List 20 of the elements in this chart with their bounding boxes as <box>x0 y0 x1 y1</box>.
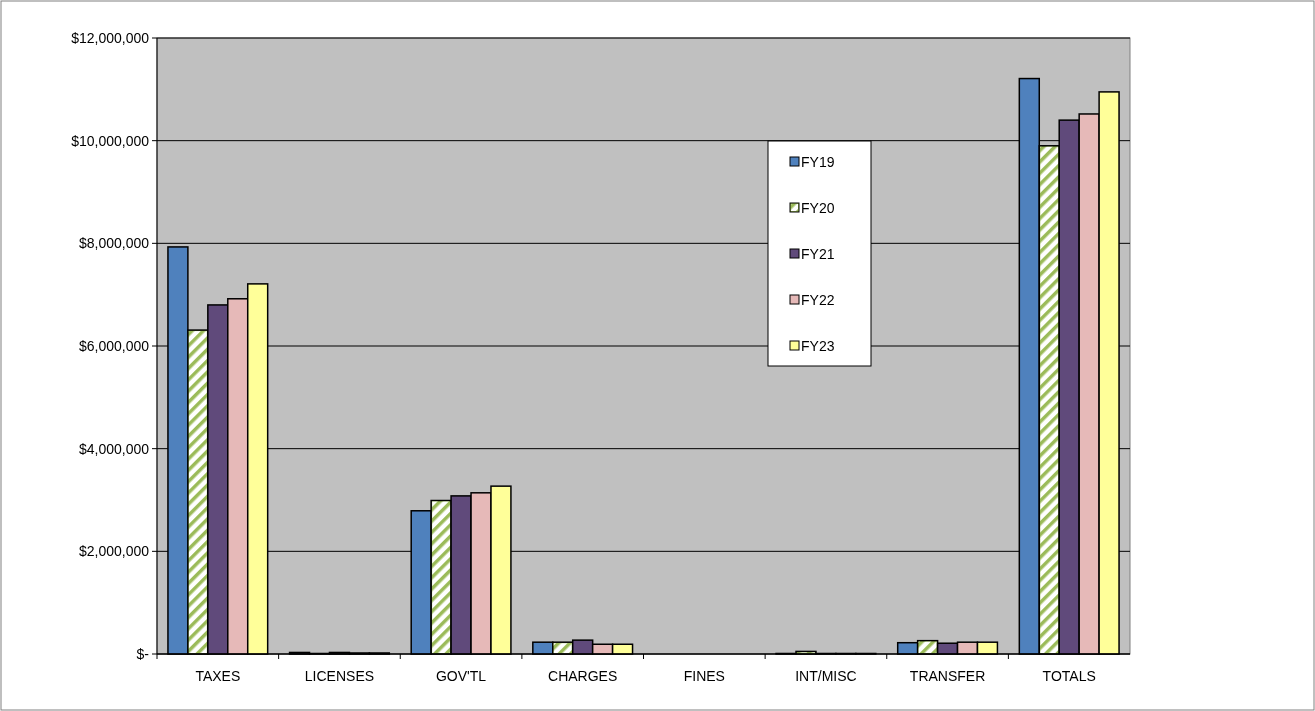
legend-label: FY23 <box>801 337 835 354</box>
y-tick-label: $12,000,000 <box>71 29 150 46</box>
x-tick-label: TOTALS <box>1042 668 1096 684</box>
x-tick-label: GOV'TL <box>435 668 487 684</box>
y-tick-label: $4,000,000 <box>78 440 150 457</box>
y-tick-label: $10,000,000 <box>71 132 150 149</box>
x-tick-label: TAXES <box>195 668 241 684</box>
legend-label: FY20 <box>801 199 835 216</box>
legend-label: FY22 <box>801 291 835 308</box>
x-tick-label: TRANSFER <box>909 668 986 684</box>
x-tick-label: CHARGES <box>548 668 618 684</box>
x-tick-label: FINES <box>683 668 725 684</box>
x-tick-label: INT/MISC <box>795 668 857 684</box>
y-tick-label: $2,000,000 <box>78 543 150 560</box>
legend-label: FY19 <box>801 153 835 170</box>
y-tick-label: $8,000,000 <box>78 235 150 252</box>
y-tick-label: $- <box>136 645 150 662</box>
y-tick-label: $6,000,000 <box>78 337 150 354</box>
legend-label: FY21 <box>801 245 835 262</box>
x-tick-label: LICENSES <box>304 668 375 684</box>
